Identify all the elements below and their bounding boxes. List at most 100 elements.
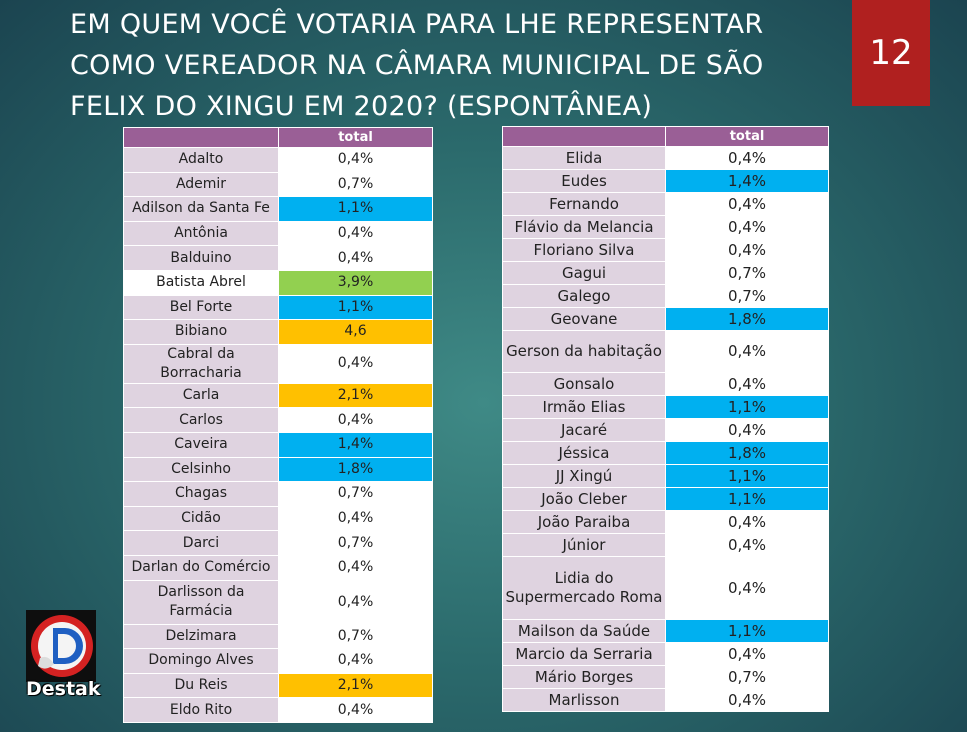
vote-percent-cell: 0,7% <box>278 481 433 507</box>
vote-percent-cell: 0,4% <box>278 505 433 532</box>
vote-percent-cell: 1,1% <box>665 619 829 643</box>
vote-percent-cell: 0,4% <box>665 642 829 666</box>
candidate-name-cell: João Cleber <box>502 487 666 511</box>
vote-percent-cell: 1,1% <box>278 294 433 321</box>
vote-percent-cell: 2,1% <box>278 382 433 409</box>
candidate-name-cell: Gerson da habitação <box>502 330 666 373</box>
candidate-name-cell: Mailson da Saúde <box>502 619 666 643</box>
table-row: Carla 2,1% <box>123 382 433 409</box>
candidate-name-cell: Elida <box>502 146 666 170</box>
candidates-table-right: total Elida 0,4% Eudes 1,4% Fernando 0,4% Fláv… <box>502 126 829 712</box>
table-row: Gagui 0,7% <box>502 261 829 285</box>
vote-percent-cell: 0,4% <box>665 510 829 534</box>
table-header-row: total <box>502 126 829 147</box>
table-row: Bibiano 4,6 <box>123 319 433 345</box>
candidate-name-cell: Júnior <box>502 533 666 557</box>
candidate-name-cell: Jacaré <box>502 418 666 442</box>
candidate-name-cell: Marcio da Serraria <box>502 642 666 666</box>
vote-percent-cell: 0,4% <box>278 554 433 581</box>
table-row: Marcio da Serraria 0,4% <box>502 642 829 666</box>
vote-percent-cell: 0,7% <box>278 623 433 650</box>
candidate-name-cell: Batista Abrel <box>123 269 279 296</box>
table-row: Darlan do Comércio 0,4% <box>123 554 433 581</box>
vote-percent-cell: 0,4% <box>278 648 433 674</box>
table-row: Antônia 0,4% <box>123 220 433 247</box>
header-total-cell: total <box>665 126 829 147</box>
vote-percent-cell: 0,4% <box>278 343 433 384</box>
table-row: Flávio da Melancia 0,4% <box>502 215 829 239</box>
candidate-name-cell: Darlisson da Farmácia <box>123 579 279 625</box>
vote-percent-cell: 0,4% <box>278 147 433 173</box>
vote-percent-cell: 0,4% <box>665 418 829 442</box>
candidate-name-cell: Caveira <box>123 431 279 458</box>
table-row: Cabral da Borracharia 0,4% <box>123 343 433 384</box>
vote-percent-cell: 2,1% <box>278 672 433 699</box>
table-header-row: total <box>123 127 433 148</box>
candidate-name-cell: Carla <box>123 382 279 409</box>
table-row: Marlisson 0,4% <box>502 688 829 712</box>
vote-percent-cell: 1,1% <box>278 196 433 222</box>
candidate-name-cell: Galego <box>502 284 666 308</box>
candidate-name-cell: Ademir <box>123 171 279 198</box>
vote-percent-cell: 1,8% <box>665 441 829 465</box>
table-row: Adilson da Santa Fe 1,1% <box>123 196 433 222</box>
table-row: Bel Forte 1,1% <box>123 294 433 321</box>
vote-percent-cell: 0,7% <box>665 665 829 689</box>
candidate-name-cell: Fernando <box>502 192 666 216</box>
candidate-name-cell: Darci <box>123 530 279 556</box>
table-row: JJ Xingú 1,1% <box>502 464 829 488</box>
vote-percent-cell: 0,4% <box>278 220 433 247</box>
table-row: Galego 0,7% <box>502 284 829 308</box>
vote-percent-cell: 0,7% <box>665 284 829 308</box>
table-row: Eudes 1,4% <box>502 169 829 193</box>
table-row: Cidão 0,4% <box>123 505 433 532</box>
vote-percent-cell: 0,4% <box>665 146 829 170</box>
vote-percent-cell: 0,7% <box>665 261 829 285</box>
header-total-cell: total <box>278 127 433 148</box>
header-name-cell <box>123 127 279 148</box>
vote-percent-cell: 1,1% <box>665 487 829 511</box>
table-row: Balduino 0,4% <box>123 245 433 271</box>
table-row: Darci 0,7% <box>123 530 433 556</box>
candidate-name-cell: Balduino <box>123 245 279 271</box>
candidate-name-cell: Celsinho <box>123 456 279 483</box>
candidate-name-cell: Adilson da Santa Fe <box>123 196 279 222</box>
candidate-name-cell: Jéssica <box>502 441 666 465</box>
vote-percent-cell: 0,4% <box>665 238 829 262</box>
table-row: Eldo Rito 0,4% <box>123 697 433 723</box>
candidate-name-cell: Domingo Alves <box>123 648 279 674</box>
vote-percent-cell: 1,1% <box>665 464 829 488</box>
candidate-name-cell: Du Reis <box>123 672 279 699</box>
candidate-name-cell: Darlan do Comércio <box>123 554 279 581</box>
table-row: Adalto 0,4% <box>123 147 433 173</box>
vote-percent-cell: 0,4% <box>665 330 829 373</box>
vote-percent-cell: 0,4% <box>665 533 829 557</box>
candidate-name-cell: Carlos <box>123 407 279 433</box>
candidate-name-cell: Bel Forte <box>123 294 279 321</box>
table-row: Lidia do Supermercado Roma 0,4% <box>502 556 829 620</box>
vote-percent-cell: 0,4% <box>278 407 433 433</box>
table-row: Du Reis 2,1% <box>123 672 433 699</box>
vote-percent-cell: 0,4% <box>665 688 829 712</box>
vote-percent-cell: 0,4% <box>665 215 829 239</box>
candidate-name-cell: Bibiano <box>123 319 279 345</box>
candidate-name-cell: Chagas <box>123 481 279 507</box>
candidate-name-cell: Eldo Rito <box>123 697 279 723</box>
vote-percent-cell: 1,8% <box>278 456 433 483</box>
candidate-name-cell: João Paraiba <box>502 510 666 534</box>
logo-text: Destak <box>26 678 101 700</box>
candidate-name-cell: Eudes <box>502 169 666 193</box>
vote-percent-cell: 0,7% <box>278 530 433 556</box>
table-row: Carlos 0,4% <box>123 407 433 433</box>
table-row: Geovane 1,8% <box>502 307 829 331</box>
table-row: Gonsalo 0,4% <box>502 372 829 396</box>
vote-percent-cell: 1,8% <box>665 307 829 331</box>
vote-percent-cell: 0,4% <box>278 245 433 271</box>
table-row: Chagas 0,7% <box>123 481 433 507</box>
vote-percent-cell: 1,4% <box>278 431 433 458</box>
vote-percent-cell: 0,4% <box>665 556 829 620</box>
vote-percent-cell: 3,9% <box>278 269 433 296</box>
table-row: Celsinho 1,8% <box>123 456 433 483</box>
candidate-name-cell: Irmão Elias <box>502 395 666 419</box>
header-name-cell <box>502 126 666 147</box>
